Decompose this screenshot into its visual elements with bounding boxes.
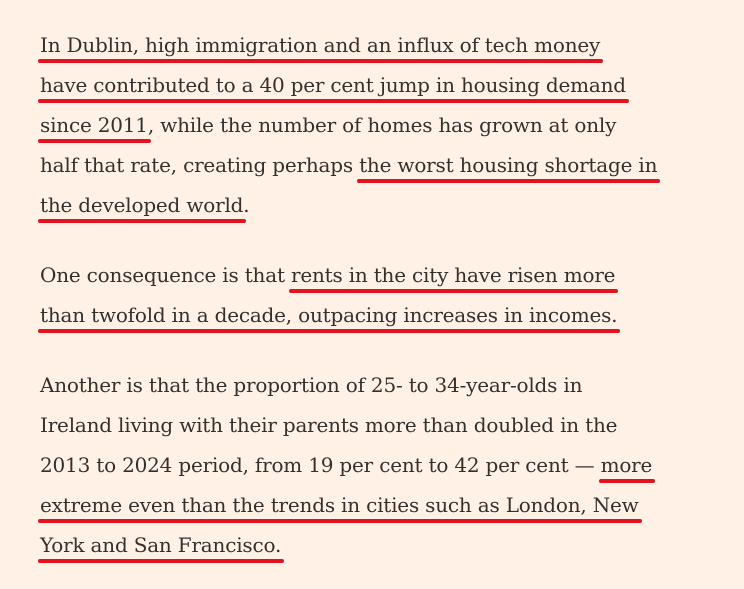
text-line: have contributed to a 40 per cent jump i…	[38, 65, 657, 105]
text-line: York and San Francisco.	[37, 525, 652, 565]
paragraph-young-adults: Another is that the proportion of 25- to…	[37, 365, 655, 565]
highlighted-text: the worst housing shortage in	[357, 145, 661, 185]
text-line: One consequence is that rents in the cit…	[40, 255, 619, 295]
highlighted-text: In Dublin, high immigration and an influ…	[37, 25, 604, 65]
plain-text: .	[243, 193, 250, 217]
text-line: since 2011, while the number of homes ha…	[38, 105, 657, 145]
highlighted-text: the developed world	[37, 185, 247, 225]
highlighted-text: York and San Francisco.	[37, 525, 285, 565]
text-line: the developed world.	[37, 185, 657, 225]
paragraph-rents: One consequence is that rents in the cit…	[37, 255, 621, 335]
highlighted-text: have contributed to a 40 per cent jump i…	[38, 65, 629, 105]
highlighted-text: New	[590, 485, 642, 525]
text-line: extreme even than the trends in cities s…	[38, 485, 652, 525]
plain-text: Another is that the proportion of 25- to…	[40, 373, 583, 397]
text-line: than twofold in a decade, outpacing incr…	[37, 295, 621, 335]
text-line: Ireland living with their parents more t…	[40, 405, 652, 445]
highlighted-text: since 2011	[38, 105, 151, 145]
plain-text: Ireland living with their parents more t…	[40, 413, 618, 437]
plain-text: , while the number of homes has grown at…	[147, 113, 617, 137]
highlighted-text: than twofold in a decade, outpacing incr…	[37, 295, 621, 335]
text-line: half that rate, creating perhaps the wor…	[40, 145, 661, 185]
paragraph-dublin-housing: In Dublin, high immigration and an influ…	[37, 25, 661, 225]
text-line: In Dublin, high immigration and an influ…	[37, 25, 657, 65]
highlighted-text: more	[598, 445, 655, 485]
text-line: 2013 to 2024 period, from 19 per cent to…	[40, 445, 655, 485]
highlighted-text: rents in the city have risen more	[288, 255, 619, 295]
plain-text: 2013 to 2024 period, from 19 per cent to…	[40, 453, 601, 477]
plain-text: half that rate, creating perhaps	[40, 153, 360, 177]
plain-text: One consequence is that	[40, 263, 291, 287]
highlighted-text: extreme even than the trends in cities s…	[38, 485, 596, 525]
text-line: Another is that the proportion of 25- to…	[40, 365, 652, 405]
